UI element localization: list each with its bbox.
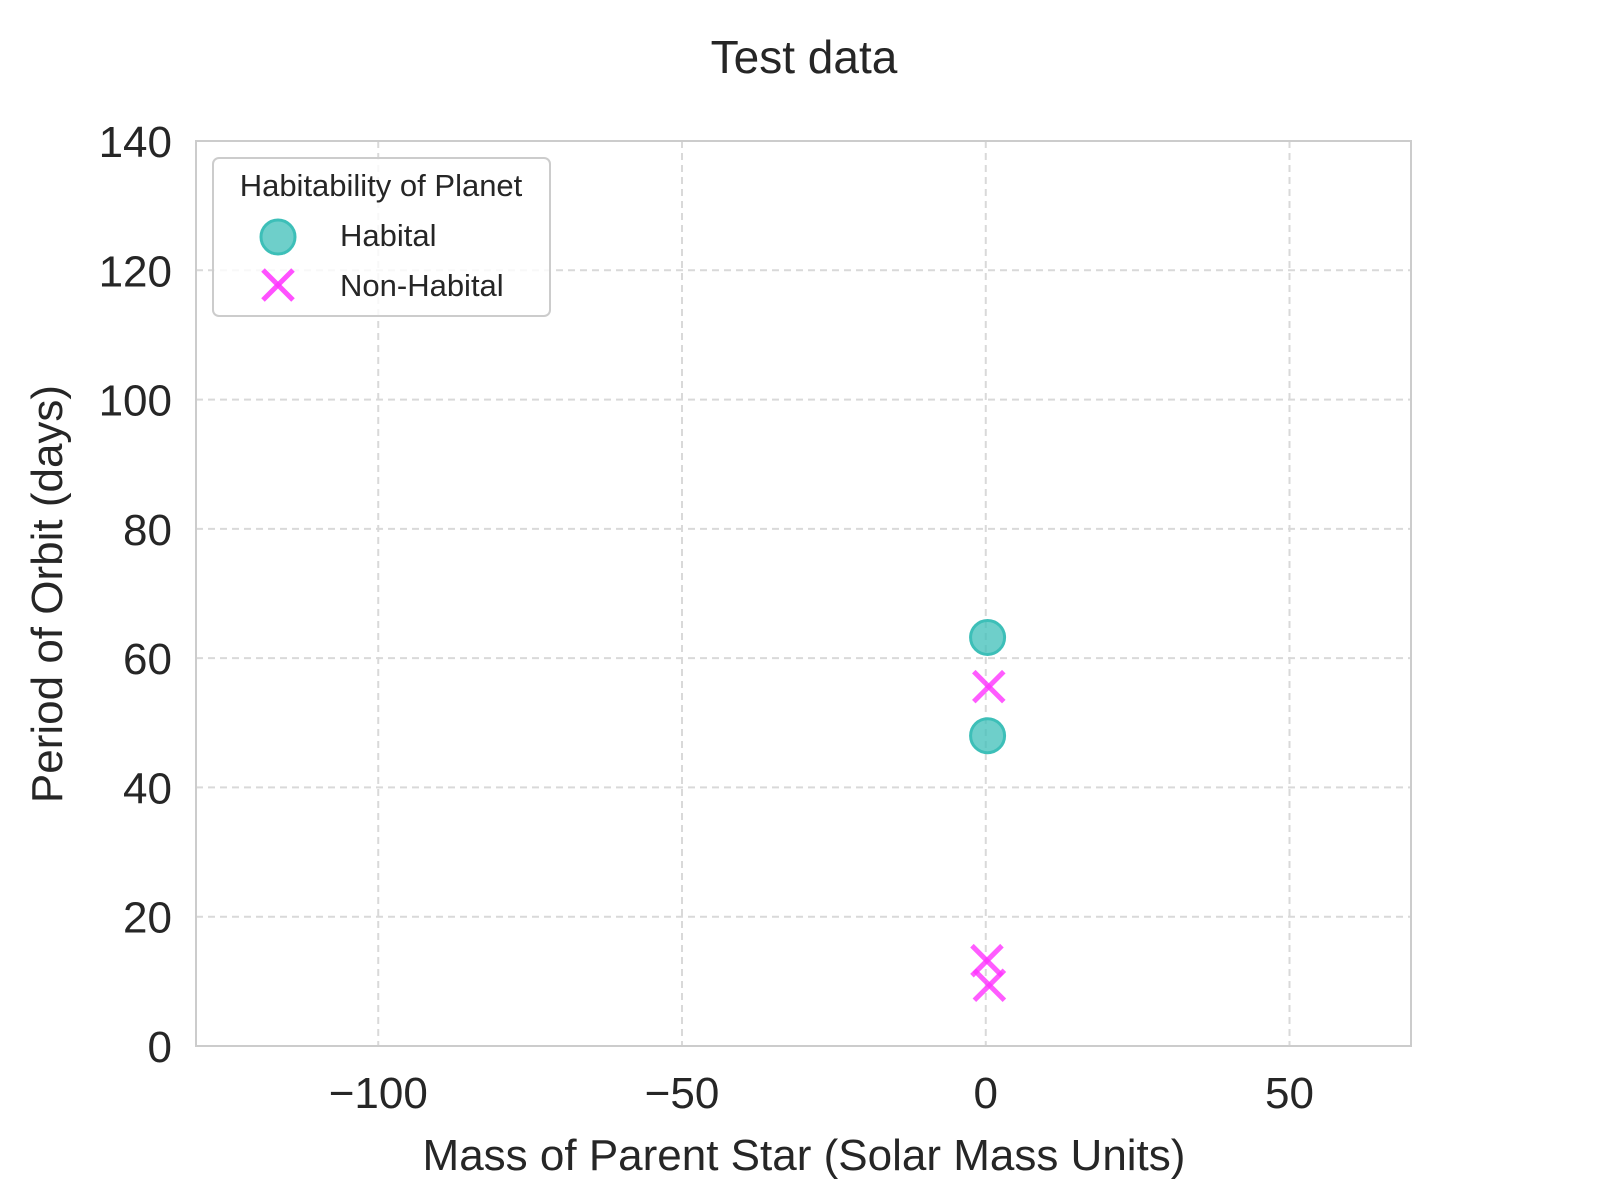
- legend-title: Habitability of Planet: [240, 168, 523, 203]
- non-habital-point: [972, 669, 1006, 704]
- plot-frame: [195, 140, 1412, 1047]
- y-tick-label: 40: [123, 764, 172, 813]
- x-tick-label: −100: [329, 1069, 428, 1118]
- x-tick-label: 50: [1265, 1069, 1314, 1118]
- x-tick-labels: −100 −50 0 50: [329, 1069, 1314, 1118]
- habital-point: [969, 717, 1007, 755]
- y-tick-label: 0: [148, 1023, 172, 1072]
- y-tick-label: 120: [99, 247, 172, 296]
- non-habital-point: [972, 968, 1007, 1003]
- legend-non-habital-label: Non-Habital: [340, 268, 504, 303]
- x-axis-label: Mass of Parent Star (Solar Mass Units): [423, 1131, 1186, 1180]
- x-tick-label: −50: [645, 1069, 720, 1118]
- y-tick-label: 80: [123, 506, 172, 555]
- y-tick-label: 60: [123, 635, 172, 684]
- habital-point: [969, 618, 1007, 656]
- y-tick-label: 20: [123, 894, 172, 943]
- legend-habital-label: Habital: [340, 218, 437, 253]
- x-tick-label: 0: [974, 1069, 998, 1118]
- y-tick-labels: 0 20 40 60 80 100 120 140: [99, 118, 172, 1072]
- legend-habital-marker: [259, 218, 297, 256]
- y-tick-label: 100: [99, 377, 172, 426]
- legend: Habitability of Planet Habital Non-Habit…: [212, 157, 551, 317]
- chart-title: Test data: [711, 31, 898, 83]
- data-points: [969, 618, 1007, 1003]
- y-axis-label: Period of Orbit (days): [23, 385, 72, 803]
- y-tick-label: 140: [99, 118, 172, 167]
- legend-box: [212, 157, 551, 317]
- legend-non-habital-marker: [261, 268, 295, 302]
